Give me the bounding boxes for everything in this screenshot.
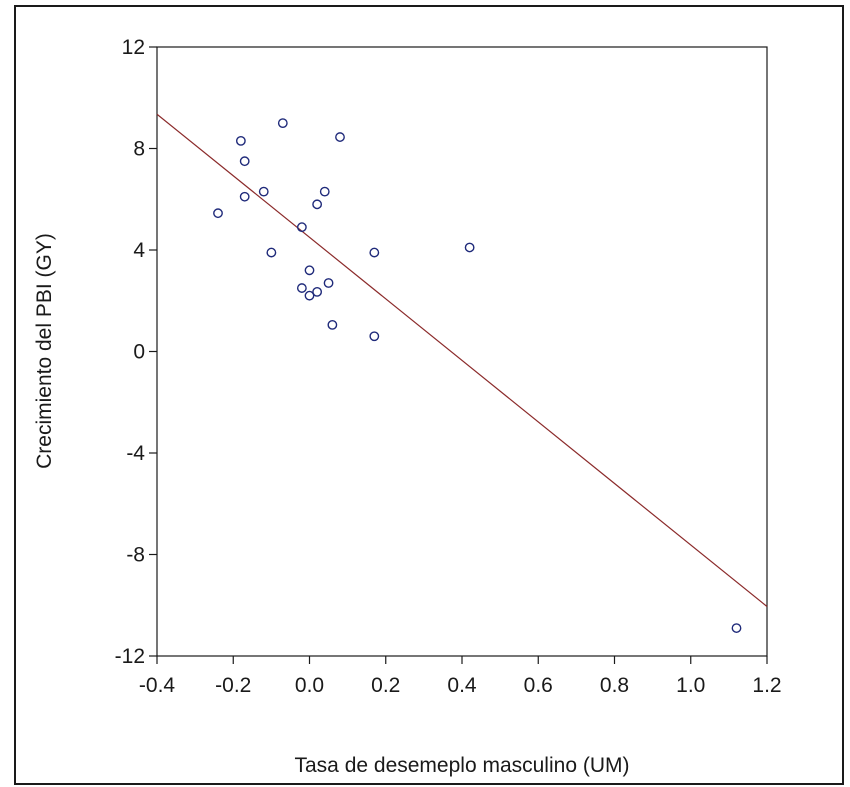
y-tick-label: -12 [115, 645, 145, 668]
x-tick-label: 0.8 [600, 674, 629, 697]
x-tick-label: 1.0 [676, 674, 705, 697]
y-tick-label: -8 [126, 544, 145, 567]
x-tick-label: 0.2 [371, 674, 400, 697]
data-point [323, 278, 334, 288]
data-point [258, 186, 269, 197]
data-point [369, 331, 380, 342]
x-axis-title: Tasa de desemeplo masculino (UM) [295, 754, 630, 777]
fit-line-group [156, 113, 768, 607]
y-tick-label: 8 [133, 138, 145, 161]
data-point [296, 283, 307, 293]
y-tick-label: -4 [126, 442, 145, 465]
data-point [464, 242, 475, 253]
data-point [304, 265, 315, 276]
y-axis-title: Crecimiento del PBI (GY) [33, 233, 56, 469]
x-tick-label: -0.4 [139, 674, 176, 697]
data-point [213, 208, 223, 219]
data-point [304, 290, 315, 301]
y-tick-label: 0 [133, 341, 145, 364]
data-point [335, 132, 345, 142]
data-points [213, 118, 742, 633]
data-point [296, 222, 307, 233]
data-point [327, 319, 338, 330]
data-point [239, 156, 250, 167]
data-point [312, 199, 323, 210]
data-point [239, 191, 250, 202]
data-point [319, 186, 330, 197]
data-point [277, 118, 288, 129]
plot-area [156, 46, 768, 657]
regression-line [156, 113, 768, 607]
chart-frame [14, 5, 844, 785]
y-tick-label: 4 [133, 239, 145, 262]
x-tick-label: 0.6 [524, 674, 553, 697]
y-axis: 12 8 4 0 -4 -8 -12 [115, 36, 157, 668]
x-axis: -0.4 -0.2 0.0 0.2 0.4 0.6 0.8 1.0 1.2 [139, 656, 782, 697]
data-point [369, 247, 380, 258]
x-tick-label: -0.2 [215, 674, 251, 697]
x-tick-label: 1.2 [752, 674, 781, 697]
data-point [235, 135, 246, 146]
x-tick-label: 0.0 [295, 674, 324, 697]
x-tick-label: 0.4 [447, 674, 477, 697]
data-point [731, 623, 742, 633]
y-tick-label: 12 [122, 36, 145, 59]
data-point [312, 286, 323, 297]
data-point [266, 247, 277, 258]
